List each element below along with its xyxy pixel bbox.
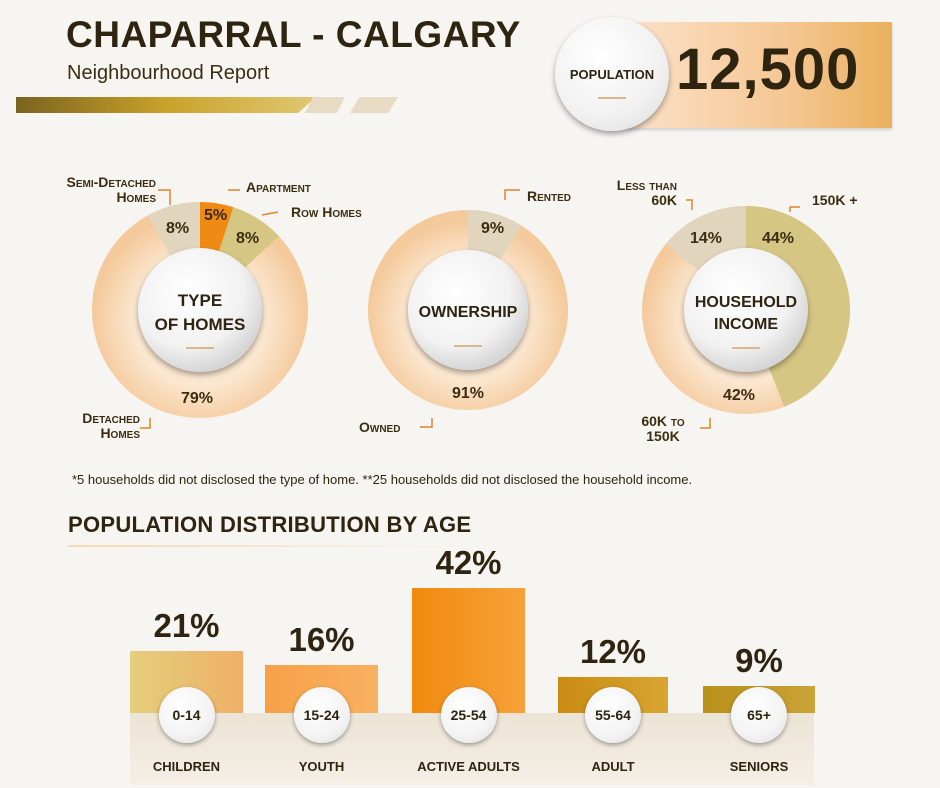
page-subtitle: Neighbourhood Report: [67, 62, 270, 84]
leader-line: [140, 418, 151, 429]
pct-less-than-60k: 14%: [690, 230, 723, 247]
age-range-badge: 55-64: [585, 687, 641, 743]
age-group-label: YOUTH: [298, 759, 345, 774]
leader-line: [158, 189, 171, 205]
label-detached: Detached Homes: [82, 410, 140, 441]
footnote: *5 households did not disclosed the type…: [72, 472, 693, 487]
pct-apartment: 5%: [204, 207, 228, 224]
label-less-than-60k: Less than 60K: [616, 177, 677, 208]
label-owned: Owned: [359, 419, 401, 435]
section-title: POPULATION DISTRIBUTION BY AGE: [68, 512, 472, 537]
donut-title-homes: OF HOMES: [155, 315, 246, 334]
pct-owned: 91%: [452, 385, 485, 402]
leader-line: [686, 199, 693, 210]
bar-value-label: 12%: [579, 633, 647, 671]
pct-detached: 79%: [181, 390, 214, 407]
bar-value-label: 21%: [153, 606, 220, 644]
label-150k-plus: 150K +: [812, 192, 858, 208]
donut-charts: TYPE OF HOMES OWNERSHIP HOUSEHOLD INCOME: [92, 189, 851, 429]
age-group-label: SENIORS: [729, 759, 789, 774]
age-range-badge: 25-54: [440, 687, 497, 743]
donut-center-income: [684, 248, 808, 372]
leader-line: [261, 211, 279, 216]
leader-line: [504, 189, 520, 200]
age-group-label: CHILDREN: [152, 759, 221, 774]
pct-rented: 9%: [481, 220, 505, 237]
donut-title-homes: TYPE: [178, 291, 222, 310]
population-badge: POPULATION: [555, 17, 669, 131]
label-row-homes: Row Homes: [291, 204, 362, 220]
bar-value-label: 9%: [735, 642, 783, 680]
leader-line: [420, 418, 433, 428]
label-rented: Rented: [527, 188, 572, 204]
donut-center-homes: [138, 248, 262, 372]
population-label: POPULATION: [569, 66, 655, 82]
age-range-badge: 65+: [731, 687, 787, 743]
donut-center-ownership: [408, 250, 528, 370]
decor-stripe: [16, 97, 316, 113]
pct-150k-plus: 44%: [762, 230, 795, 247]
bar-value-label: 42%: [435, 544, 502, 581]
age-range-badge: 0-14: [158, 687, 215, 743]
age-group-label: ADULT: [591, 759, 635, 774]
label-apartment: Apartment: [246, 179, 311, 195]
page-title: CHAPARRAL - CALGARY: [66, 14, 521, 55]
badge-underline: [598, 97, 626, 99]
donut-title-income: INCOME: [714, 316, 778, 333]
leader-line: [700, 418, 711, 429]
pct-row-homes: 8%: [236, 230, 260, 247]
decor-stripe: [350, 97, 398, 113]
label-60k-to-150k: 60K to 150K: [641, 413, 685, 444]
pct-60k-to-150k: 42%: [723, 387, 756, 404]
leader-line: [789, 206, 800, 212]
pct-semi-detached: 8%: [166, 220, 190, 237]
decor-stripe: [305, 97, 345, 113]
label-semi-detached: Semi-Detached Homes: [66, 174, 156, 205]
donut-title-ownership: OWNERSHIP: [419, 304, 518, 321]
bar-value-label: 16%: [288, 621, 355, 659]
donut-title-income: HOUSEHOLD: [695, 294, 797, 311]
age-range-badge: 15-24: [293, 687, 350, 743]
section-underline: [68, 545, 468, 547]
age-group-label: ACTIVE ADULTS: [417, 759, 520, 774]
population-value: 12,500: [676, 37, 860, 102]
